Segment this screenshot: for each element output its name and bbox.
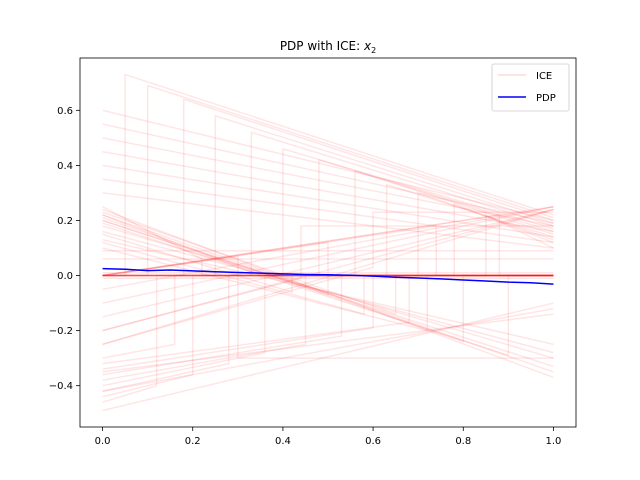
ice-line: [102, 208, 554, 318]
ice-line: [102, 233, 554, 294]
y-tick-label: 0.4: [57, 161, 73, 172]
chart-title-subscript: 2: [371, 46, 376, 55]
ice-line: [102, 183, 554, 277]
y-tick-label: −0.2: [49, 326, 73, 337]
ice-line: [102, 274, 554, 392]
x-axis-ticks: 0.0 0.2 0.4 0.6 0.8 1.0: [95, 427, 562, 447]
ice-line: [102, 274, 554, 387]
x-tick-label: 0.6: [365, 436, 381, 447]
chart-title-text: PDP with ICE:: [280, 39, 364, 53]
ice-line: [102, 147, 554, 277]
ice-line: [102, 150, 554, 233]
ice-line: [102, 217, 554, 343]
ice-line: [102, 255, 554, 359]
ice-line: [102, 274, 554, 370]
ice-line: [102, 205, 554, 277]
ice-line: [102, 219, 554, 368]
ice-line: [102, 214, 554, 373]
ice-line: [102, 239, 554, 346]
ice-line: [102, 241, 554, 316]
ice-line: [102, 211, 554, 316]
ice-line: [102, 191, 554, 277]
chart-title-variable: x: [363, 39, 372, 53]
y-tick-label: 0.2: [57, 216, 73, 227]
x-tick-label: 0.0: [95, 436, 111, 447]
ice-line: [102, 214, 554, 277]
x-tick-label: 1.0: [546, 436, 562, 447]
ice-line: [102, 205, 554, 304]
ice-line: [102, 230, 554, 354]
x-tick-label: 0.8: [455, 436, 471, 447]
y-tick-label: 0.0: [57, 271, 73, 282]
ice-line: [102, 84, 554, 277]
ice-line: [102, 222, 554, 357]
ice-line: [102, 241, 554, 277]
ice-line: [102, 219, 554, 296]
ice-line: [102, 302, 554, 412]
ice-line: [102, 109, 554, 222]
legend-pdp-label: PDP: [536, 93, 556, 104]
ice-line: [102, 164, 554, 238]
ice-line: [102, 114, 554, 277]
ice-line: [102, 206, 554, 277]
ice-line: [102, 211, 554, 346]
ice-line: [102, 205, 554, 291]
y-tick-label: −0.4: [49, 381, 73, 392]
ice-line: [102, 98, 554, 277]
ice-line: [102, 131, 554, 277]
plot-area-frame: [79, 57, 577, 428]
legend-ice-label: ICE: [536, 71, 552, 82]
pdp-line: [102, 267, 554, 285]
ice-line: [102, 247, 554, 332]
x-tick-label: 0.2: [185, 436, 201, 447]
legend: ICE PDP: [491, 63, 570, 112]
ice-line: [102, 208, 554, 332]
ice-line: [102, 202, 554, 277]
ice-line: [102, 192, 554, 249]
ice-line: [102, 73, 554, 277]
ice-line: [102, 169, 554, 277]
y-tick-label: 0.6: [57, 106, 73, 117]
pdp-curve: [102, 267, 554, 285]
ice-line: [102, 313, 554, 373]
ice-line: [102, 214, 554, 277]
chart-title: PDP with ICE: x2: [280, 39, 376, 55]
ice-line: [102, 274, 554, 376]
ice-line: [102, 137, 554, 227]
ice-line: [102, 274, 554, 365]
ice-line: [102, 208, 554, 379]
ice-line: [102, 274, 554, 381]
x-tick-label: 0.4: [275, 436, 291, 447]
ice-line: [102, 208, 554, 346]
ice-line: [102, 178, 554, 244]
legend-box: [491, 63, 570, 112]
ice-line: [102, 307, 554, 392]
y-axis-ticks: −0.4 −0.2 0.0 0.2 0.4 0.6: [49, 106, 80, 392]
ice-line: [102, 225, 554, 332]
ice-line: [102, 225, 554, 277]
ice-line: [102, 213, 554, 277]
ice-line: [102, 158, 554, 277]
ice-line: [102, 123, 554, 224]
ice-line: [102, 225, 554, 359]
